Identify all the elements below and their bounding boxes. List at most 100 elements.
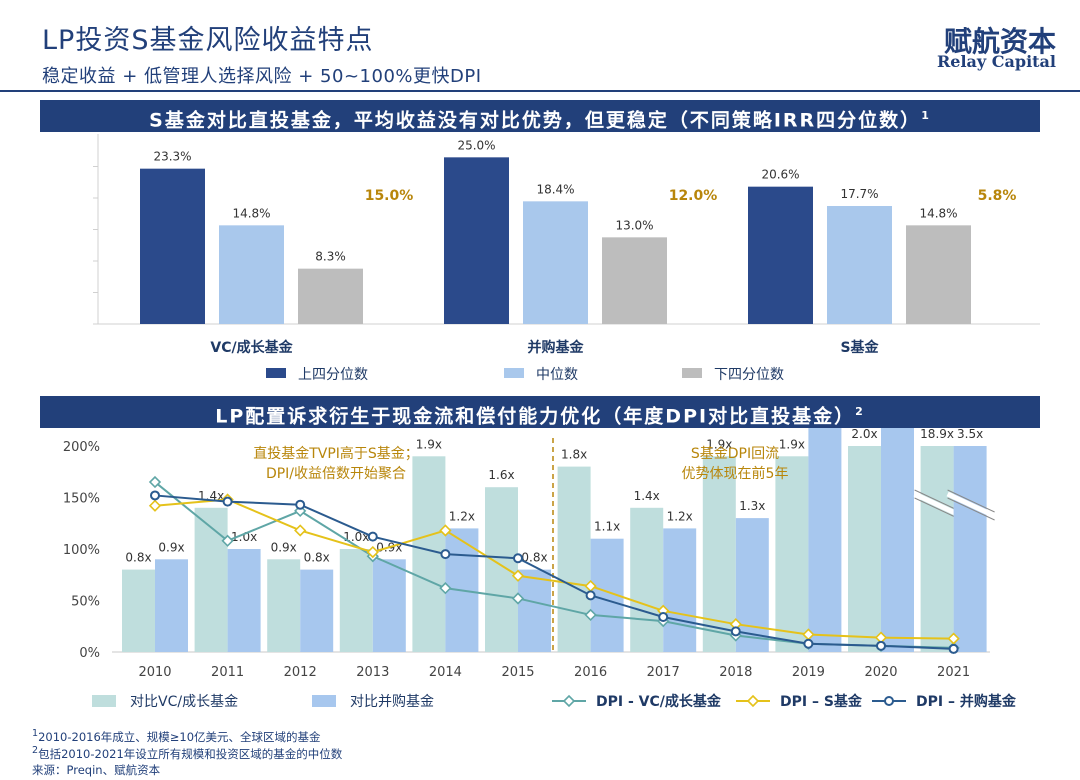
- y-tick-label: 150%: [63, 492, 100, 507]
- footnote-2-sup: 2: [32, 745, 39, 756]
- bar-2-2013: [372, 559, 406, 652]
- bar-1-2012: [267, 559, 301, 652]
- bar-2-group-1: [219, 225, 284, 324]
- bar-3-group-1: [298, 268, 363, 324]
- axis-break-mark: [946, 491, 996, 519]
- bar-1-2015: [485, 487, 518, 652]
- x-tick-label: 2012: [284, 665, 317, 680]
- line-series-2: [154, 498, 954, 640]
- section1-banner-text: S基金对比直投基金，平均收益没有对比优势，但更稳定（不同策略IRR四分位数）: [149, 109, 922, 132]
- legend-swatch: [92, 695, 116, 707]
- line-point: [947, 632, 960, 645]
- bar-2-2021: [953, 446, 987, 652]
- footnote-2-text: 包括2010-2021年设立所有规模和投资区域的基金的中位数: [38, 746, 343, 761]
- annotation-left-1: 直投基金TVPI高于S基金；: [253, 445, 419, 462]
- bar-value-label: 3.5x: [957, 428, 983, 441]
- line-point: [148, 499, 162, 512]
- line-point: [367, 531, 378, 542]
- annotation-left-2: DPI/收益倍数开始聚合: [266, 466, 406, 482]
- bar-value-label: 23.3%: [153, 150, 191, 164]
- bar-value-label: 1.4x: [634, 489, 660, 503]
- bar-1-2019: [775, 456, 809, 652]
- bar-1-2013: [339, 549, 373, 652]
- category-label: S基金: [840, 339, 879, 356]
- footnote-1-text: 2010-2016年成立、规模≥10亿美元、全球区域的基金: [38, 729, 321, 744]
- bar-value-label: 14.8%: [232, 206, 270, 220]
- bar-2-group-2: [523, 201, 588, 324]
- bar-2-2017: [663, 528, 697, 652]
- dpi-combo-chart: 0% 50% 100% 150% 200% 0.8x 0.9x 2010 1.4x 1.0x 201…: [63, 428, 1017, 710]
- line-point: [222, 496, 233, 507]
- footnote-2: 2包括2010-2021年设立所有规模和投资区域的基金的中位数: [32, 745, 342, 762]
- bar-2-2015: [518, 569, 551, 652]
- bar-1-2016: [557, 466, 591, 652]
- bar-1-2020: [848, 446, 881, 652]
- bar-2-2019: [808, 428, 842, 652]
- annotation-right-2: 优势体现在前5年: [682, 465, 789, 482]
- x-tick-label: 2014: [429, 665, 462, 680]
- line-point: [439, 524, 452, 537]
- footnote-1: 12010-2016年成立、规模≥10亿美元、全球区域的基金: [32, 728, 321, 745]
- line-point: [948, 643, 959, 654]
- axis-break-line: [947, 497, 995, 521]
- legend-marker: [884, 696, 894, 706]
- bar-2-2010: [155, 559, 188, 652]
- line-point: [294, 524, 307, 537]
- logo-chinese: 赋航资本: [943, 25, 1056, 58]
- spread-label: 12.0%: [669, 188, 718, 204]
- legend-marker: [746, 694, 760, 708]
- bar-1-2017: [630, 507, 664, 652]
- x-tick-label: 2010: [138, 665, 171, 680]
- section2-banner-sup: 2: [855, 405, 865, 418]
- x-tick-label: 2013: [356, 665, 389, 680]
- x-tick-label: 2020: [864, 665, 897, 680]
- x-tick-label: 2021: [937, 665, 970, 680]
- line-point: [295, 499, 306, 510]
- section1-banner: S基金对比直投基金，平均收益没有对比优势，但更稳定（不同策略IRR四分位数）1: [40, 100, 1040, 132]
- x-tick-label: 2019: [792, 665, 825, 680]
- bar-1-group-3: [748, 186, 813, 324]
- line-point: [803, 638, 814, 649]
- bar-value-label: 0.8x: [304, 551, 330, 565]
- bar-1-group-2: [444, 157, 509, 324]
- y-tick-label: 50%: [71, 595, 100, 610]
- bar-value-label: 17.7%: [840, 187, 878, 201]
- legend-swatch: [504, 368, 524, 378]
- line-point: [876, 640, 886, 651]
- bar-1-2010: [122, 569, 155, 652]
- bar-1-2011: [194, 507, 228, 652]
- x-tick-label: 2017: [647, 665, 680, 680]
- spread-label: 15.0%: [365, 188, 414, 204]
- bar-value-label: 0.8x: [521, 551, 547, 565]
- y-tick-label: 0%: [79, 646, 100, 661]
- category-label: VC/成长基金: [210, 339, 293, 356]
- legend-label: 中位数: [536, 367, 578, 383]
- annotation-right-1: S基金DPI回流: [691, 445, 779, 462]
- line-point: [585, 590, 596, 601]
- page-title: LP投资S基金风险收益特点: [42, 25, 374, 56]
- bar-value-label: 0.8x: [125, 551, 151, 565]
- footnote-1-sup: 1: [32, 728, 39, 739]
- line-point: [148, 475, 162, 489]
- line-point: [511, 592, 525, 605]
- bar-3-group-2: [602, 237, 667, 324]
- bar-1-2021: [920, 446, 954, 652]
- legend-marker: [562, 694, 576, 708]
- legend-swatch: [682, 368, 702, 378]
- source-note: 来源：Preqin、赋航资本: [32, 763, 161, 777]
- section2-banner: LP配置诉求衍生于现金流和偿付能力优化（年度DPI对比直投基金）2: [40, 396, 1040, 428]
- bar-value-label: 13.0%: [615, 218, 653, 232]
- legend-label: DPI – S基金: [780, 693, 863, 710]
- line-point: [658, 611, 669, 622]
- line-point: [440, 549, 451, 560]
- line-point: [584, 608, 597, 622]
- bar-value-label: 1.9x: [416, 437, 442, 451]
- line-point: [366, 545, 379, 559]
- bar-2-2020: [881, 428, 914, 652]
- bar-value-label: 25.0%: [457, 138, 495, 152]
- bar-2-2018: [735, 518, 769, 652]
- legend-swatch: [312, 695, 336, 707]
- bar-2-2012: [300, 569, 334, 652]
- axis-break-line: [947, 489, 995, 513]
- x-tick-label: 2011: [211, 665, 244, 680]
